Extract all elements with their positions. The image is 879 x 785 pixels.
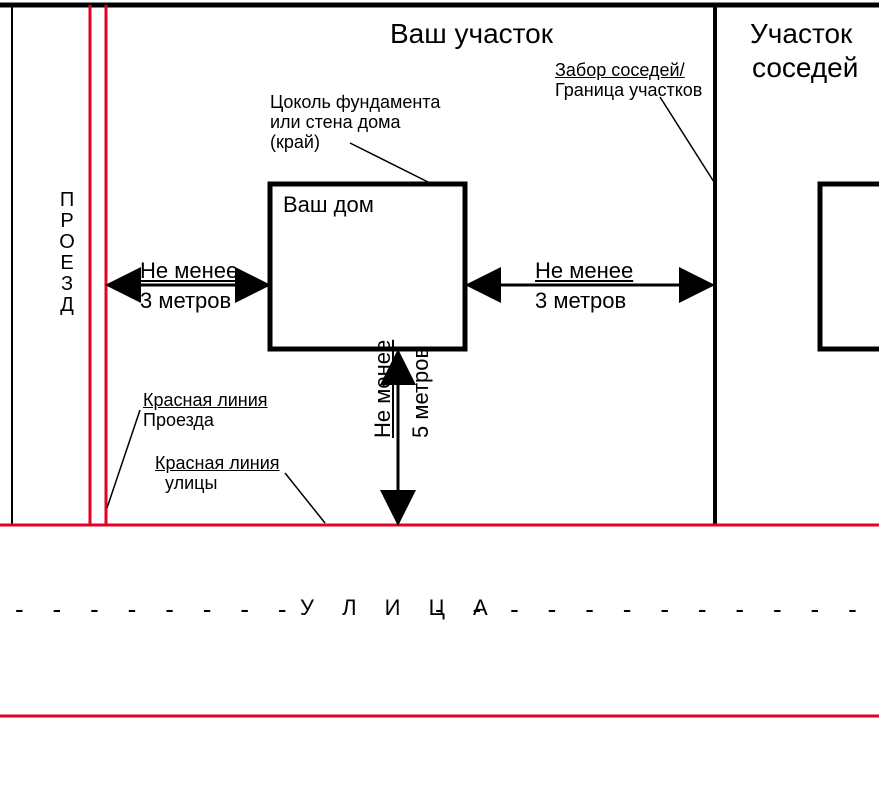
drive-letter: Р [55,211,79,232]
drive-letter: П [55,190,79,211]
diagram-canvas: Ваш участок Участок соседей П Р О Е З Д … [0,0,879,785]
dim-right-line1: Не менее [535,258,633,284]
drive-letter: З [55,274,79,295]
red-line-street-label2: улицы [165,473,217,494]
neighbor-plot-title-line2: соседей [752,52,858,84]
drive-letter: Д [55,295,79,316]
plinth-label-line1: Цоколь фундамента [270,92,440,113]
dim-bottom-line1: Не менее [370,340,396,438]
red-line-drive-label2: Проезда [143,410,214,431]
neighbor-plot-title-line1: Участок [750,18,852,50]
dim-left-line1: Не менее [140,258,238,284]
fence-label-line2: Граница участков [555,80,702,101]
plinth-label-line3: (край) [270,132,320,153]
street-dashes-left: - - - - - - - - [15,594,287,625]
fence-label-line1: Забор соседей/ [555,60,685,81]
dim-left-line2: 3 метров [140,288,231,314]
red-line-street-label1: Красная линия [155,453,280,474]
drive-letter: О [55,232,79,253]
street-dashes-right: - - - - - - - - - - - - - [435,594,879,625]
your-plot-title: Ваш участок [390,18,553,50]
drive-vertical-label: П Р О Е З Д [55,190,79,316]
drive-letter: Е [55,253,79,274]
plinth-label-line2: или стена дома [270,112,401,133]
house-label: Ваш дом [283,192,374,217]
diagram-lines [0,0,879,785]
red-line-drive-label1: Красная линия [143,390,268,411]
dim-right-line2: 3 метров [535,288,626,314]
dim-bottom-line2: 5 метров [408,347,434,438]
